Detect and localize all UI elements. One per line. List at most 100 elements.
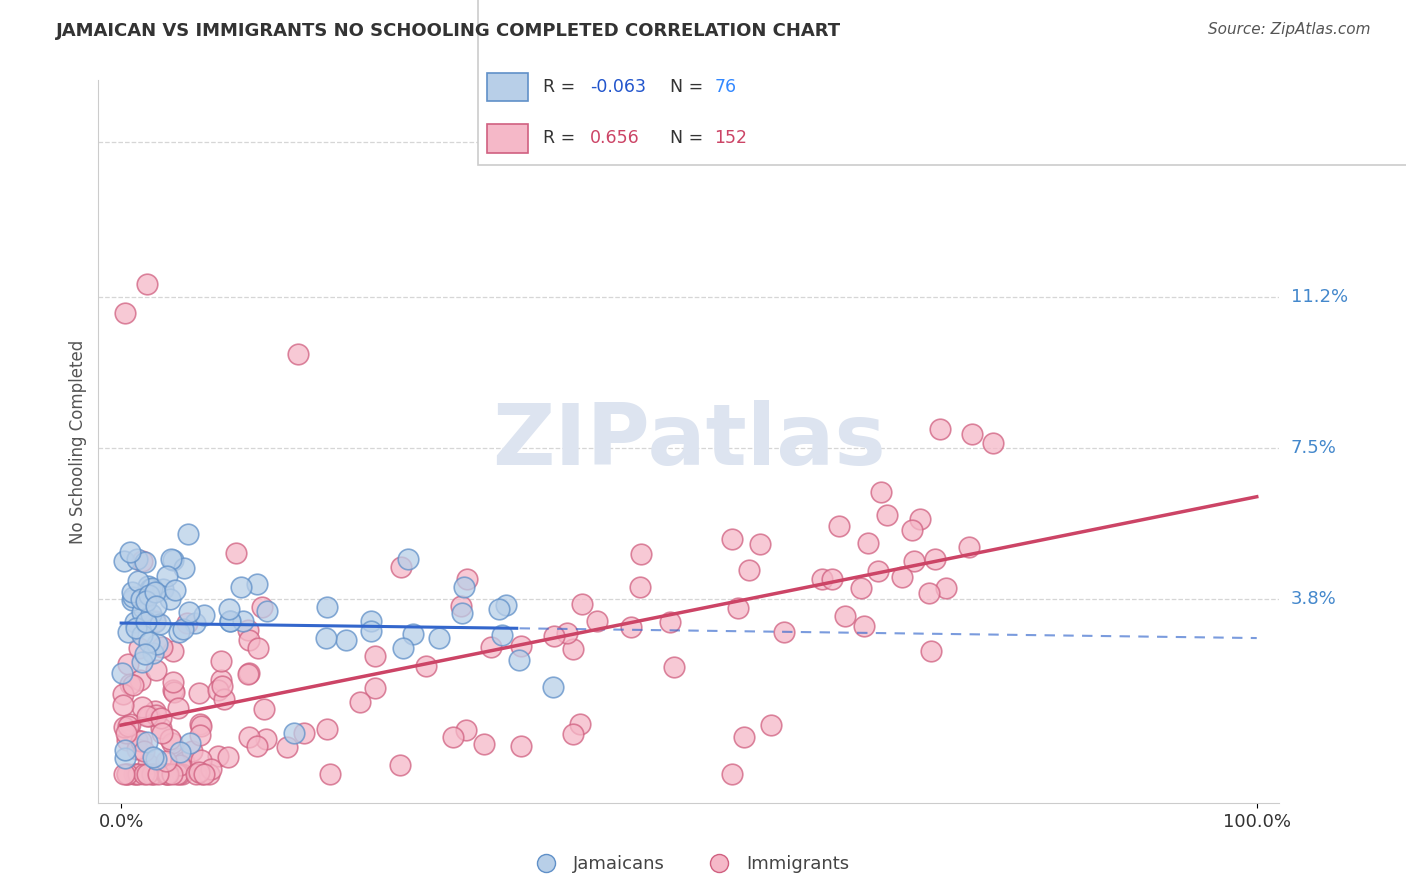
Point	[238, 633, 260, 648]
Point	[491, 628, 513, 642]
Point	[146, 637, 169, 651]
Point	[571, 597, 593, 611]
Point	[143, 585, 166, 599]
Point	[129, 673, 152, 687]
Point	[162, 644, 184, 658]
Point	[115, 767, 138, 781]
Point	[834, 608, 856, 623]
Point	[402, 627, 425, 641]
Point	[125, 767, 148, 781]
Point	[427, 631, 450, 645]
Point	[129, 591, 152, 606]
Point	[256, 604, 278, 618]
Point	[211, 679, 233, 693]
Bar	[486, 73, 529, 102]
Point	[869, 485, 891, 500]
Point	[131, 605, 153, 619]
Text: 3.8%: 3.8%	[1291, 590, 1336, 607]
Point	[184, 615, 207, 630]
Point	[200, 762, 222, 776]
Point	[254, 732, 277, 747]
Point	[143, 704, 166, 718]
Point	[112, 767, 135, 781]
Point	[292, 726, 315, 740]
Point	[191, 767, 214, 781]
Point	[250, 600, 273, 615]
Point	[360, 624, 382, 638]
Point	[960, 426, 983, 441]
Text: N =: N =	[671, 78, 709, 96]
Point	[145, 599, 167, 613]
Text: R =: R =	[543, 78, 581, 96]
Point	[134, 744, 156, 758]
Text: 15.0%: 15.0%	[1291, 133, 1347, 151]
Point	[127, 767, 149, 781]
Point	[759, 718, 782, 732]
Point	[450, 599, 472, 613]
Text: ZIPatlas: ZIPatlas	[492, 400, 886, 483]
Point	[114, 306, 136, 320]
Point	[901, 523, 924, 537]
Point	[122, 590, 145, 604]
Point	[364, 649, 387, 664]
Point	[122, 767, 145, 781]
Point	[120, 716, 142, 731]
Point	[117, 719, 139, 733]
Point	[903, 554, 925, 568]
Point	[238, 731, 260, 745]
Point	[851, 581, 873, 595]
Text: R =: R =	[543, 129, 581, 147]
Point	[219, 614, 242, 628]
Point	[207, 683, 229, 698]
Point	[134, 555, 156, 569]
Legend: Jamaicans, Immigrants: Jamaicans, Immigrants	[522, 848, 856, 880]
Point	[150, 711, 173, 725]
Point	[145, 707, 167, 722]
Point	[193, 608, 215, 623]
Point	[364, 681, 387, 695]
Point	[450, 607, 472, 621]
Point	[145, 752, 167, 766]
Point	[908, 512, 931, 526]
Point	[163, 583, 186, 598]
Point	[541, 680, 564, 694]
Point	[173, 561, 195, 575]
Point	[360, 614, 382, 628]
Point	[136, 277, 159, 292]
Point	[155, 754, 177, 768]
Point	[456, 572, 478, 586]
Point	[132, 600, 155, 615]
Point	[149, 722, 172, 736]
Point	[142, 750, 165, 764]
Point	[246, 739, 269, 753]
Point	[136, 735, 159, 749]
Point	[555, 625, 578, 640]
Text: 0.656: 0.656	[591, 129, 640, 147]
Point	[177, 605, 200, 619]
Point	[217, 749, 239, 764]
Point	[162, 736, 184, 750]
Point	[125, 741, 148, 756]
Point	[748, 537, 770, 551]
Text: 152: 152	[714, 129, 747, 147]
Point	[488, 602, 510, 616]
Point	[495, 598, 517, 612]
Point	[180, 744, 202, 758]
Point	[456, 723, 478, 737]
Point	[155, 767, 177, 781]
Text: 76: 76	[714, 78, 737, 96]
Bar	[486, 124, 529, 153]
Point	[415, 658, 437, 673]
Point	[167, 625, 190, 640]
Point	[190, 719, 212, 733]
Point	[316, 723, 339, 737]
Point	[207, 748, 229, 763]
Point	[561, 641, 583, 656]
Text: Source: ZipAtlas.com: Source: ZipAtlas.com	[1208, 22, 1371, 37]
Point	[828, 518, 851, 533]
Point	[156, 767, 179, 781]
Point	[112, 688, 135, 702]
Point	[125, 621, 148, 635]
Point	[225, 546, 247, 560]
Point	[145, 664, 167, 678]
